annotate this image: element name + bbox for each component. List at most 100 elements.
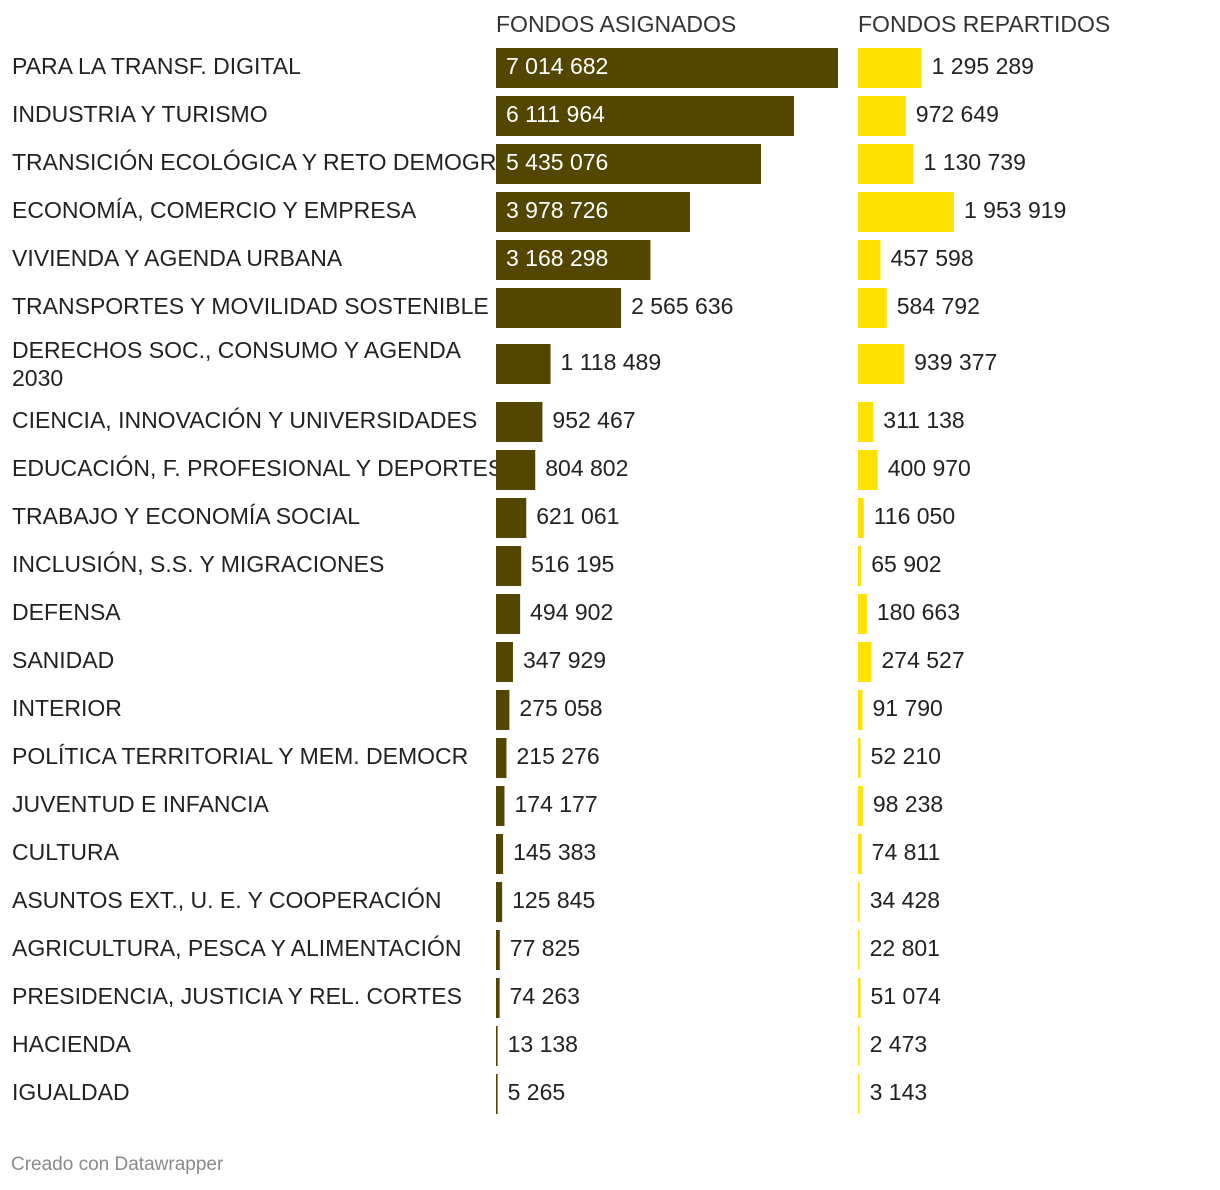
- value-label-repartidos: 34 428: [870, 887, 940, 913]
- bar-asignados: [496, 450, 536, 490]
- value-label-asignados: 74 263: [510, 983, 580, 1009]
- category-label: DERECHOS SOC., CONSUMO Y AGENDA 2030: [12, 337, 462, 391]
- value-label-asignados: 125 845: [512, 887, 595, 913]
- bar-asignados: [496, 882, 503, 922]
- value-label-repartidos: 52 210: [871, 743, 941, 769]
- category-label: CIENCIA, INNOVACIÓN Y UNIVERSIDADES: [12, 407, 477, 433]
- bar-repartidos: [858, 690, 863, 730]
- bar-asignados: [496, 1074, 498, 1114]
- bar-repartidos: [858, 738, 861, 778]
- category-label: IGUALDAD: [12, 1079, 130, 1105]
- value-label-asignados: 494 902: [530, 599, 613, 625]
- value-label-repartidos: 939 377: [914, 349, 997, 375]
- bar-asignados: [496, 498, 527, 538]
- bar-asignados: [496, 978, 500, 1018]
- value-label-asignados: 13 138: [508, 1031, 578, 1057]
- category-label: PARA LA TRANSF. DIGITAL: [12, 53, 301, 79]
- value-label-asignados: 215 276: [516, 743, 599, 769]
- value-label-repartidos: 3 143: [870, 1079, 928, 1105]
- value-label-asignados: 7 014 682: [506, 53, 608, 79]
- bar-repartidos: [858, 288, 887, 328]
- value-label-asignados: 952 467: [552, 407, 635, 433]
- bar-asignados: [496, 240, 651, 280]
- bar-asignados: [496, 642, 513, 682]
- bar-asignados: [496, 834, 504, 874]
- bar-repartidos: [858, 402, 874, 442]
- category-label: INDUSTRIA Y TURISMO: [12, 101, 268, 127]
- value-label-repartidos: 457 598: [890, 245, 973, 271]
- category-label: SANIDAD: [12, 647, 114, 673]
- bar-asignados: [496, 48, 838, 88]
- category-label: PRESIDENCIA, JUSTICIA Y REL. CORTES: [12, 983, 462, 1009]
- bar-repartidos: [858, 642, 872, 682]
- category-label: ASUNTOS EXT., U. E. Y COOPERACIÓN: [12, 887, 441, 913]
- bar-repartidos: [858, 48, 922, 88]
- bar-repartidos: [858, 96, 906, 136]
- bar-asignados: [496, 690, 510, 730]
- category-label: ECONOMÍA, COMERCIO Y EMPRESA: [12, 197, 417, 223]
- bar-asignados: [496, 402, 543, 442]
- value-label-asignados: 1 118 489: [561, 349, 662, 375]
- bar-asignados: [496, 288, 622, 328]
- bar-asignados: [496, 930, 500, 970]
- value-label-asignados: 516 195: [531, 551, 614, 577]
- bar-repartidos: [858, 594, 867, 634]
- category-label: TRABAJO Y ECONOMÍA SOCIAL: [12, 503, 360, 529]
- series-header-repartidos: FONDOS REPARTIDOS: [858, 11, 1110, 37]
- value-label-repartidos: 311 138: [883, 407, 964, 433]
- value-label-repartidos: 1 130 739: [924, 149, 1026, 175]
- value-label-repartidos: 74 811: [872, 839, 941, 865]
- bar-repartidos: [858, 192, 954, 232]
- category-label: POLÍTICA TERRITORIAL Y MEM. DEMOCR: [12, 743, 468, 769]
- bar-asignados: [496, 144, 761, 184]
- category-label: INTERIOR: [12, 695, 122, 721]
- bar-repartidos: [858, 498, 864, 538]
- value-label-asignados: 3 168 298: [506, 245, 608, 271]
- value-label-asignados: 804 802: [545, 455, 628, 481]
- bar-asignados: [496, 192, 690, 232]
- value-label-asignados: 5 435 076: [506, 149, 608, 175]
- value-label-asignados: 347 929: [523, 647, 606, 673]
- value-label-repartidos: 400 970: [888, 455, 971, 481]
- value-label-asignados: 174 177: [514, 791, 597, 817]
- value-label-asignados: 5 265: [508, 1079, 566, 1105]
- bar-repartidos: [858, 240, 881, 280]
- value-label-repartidos: 91 790: [873, 695, 943, 721]
- category-label: INCLUSIÓN, S.S. Y MIGRACIONES: [12, 551, 384, 577]
- bar-asignados: [496, 594, 521, 634]
- grouped-bar-chart: FONDOS ASIGNADOS FONDOS REPARTIDOS PARA LA…: [12, 11, 1110, 1114]
- value-label-asignados: 3 978 726: [506, 197, 608, 223]
- value-label-repartidos: 1 953 919: [964, 197, 1066, 223]
- bar-repartidos: [858, 546, 862, 586]
- bar-asignados: [496, 344, 551, 384]
- value-label-repartidos: 274 527: [881, 647, 964, 673]
- bar-repartidos: [858, 882, 860, 922]
- category-label: AGRICULTURA, PESCA Y ALIMENTACIÓN: [12, 935, 461, 961]
- value-label-repartidos: 972 649: [916, 101, 999, 127]
- category-label: TRANSPORTES Y MOVILIDAD SOSTENIBLE: [12, 293, 489, 319]
- bar-repartidos: [858, 1074, 860, 1114]
- bar-repartidos: [858, 930, 860, 970]
- bar-asignados: [496, 96, 794, 136]
- datawrapper-credit[interactable]: Creado con Datawrapper: [11, 1154, 224, 1175]
- value-label-asignados: 77 825: [510, 935, 580, 961]
- bar-asignados: [496, 1026, 498, 1066]
- value-label-repartidos: 22 801: [870, 935, 940, 961]
- category-label: DEFENSA: [12, 599, 121, 625]
- value-label-asignados: 621 061: [536, 503, 619, 529]
- value-label-repartidos: 98 238: [873, 791, 943, 817]
- category-label: HACIENDA: [12, 1031, 132, 1057]
- value-label-asignados: 275 058: [519, 695, 602, 721]
- category-label: JUVENTUD E INFANCIA: [12, 791, 270, 817]
- value-label-repartidos: 1 295 289: [932, 53, 1034, 79]
- category-label: TRANSICIÓN ECOLÓGICA Y RETO DEMOGR.: [12, 149, 503, 175]
- value-label-asignados: 6 111 964: [506, 101, 605, 127]
- value-label-repartidos: 65 902: [871, 551, 941, 577]
- value-label-asignados: 145 383: [513, 839, 596, 865]
- value-label-repartidos: 2 473: [870, 1031, 928, 1057]
- bar-repartidos: [858, 834, 862, 874]
- bar-asignados: [496, 738, 507, 778]
- bar-repartidos: [858, 978, 861, 1018]
- value-label-repartidos: 180 663: [877, 599, 960, 625]
- bar-repartidos: [858, 144, 914, 184]
